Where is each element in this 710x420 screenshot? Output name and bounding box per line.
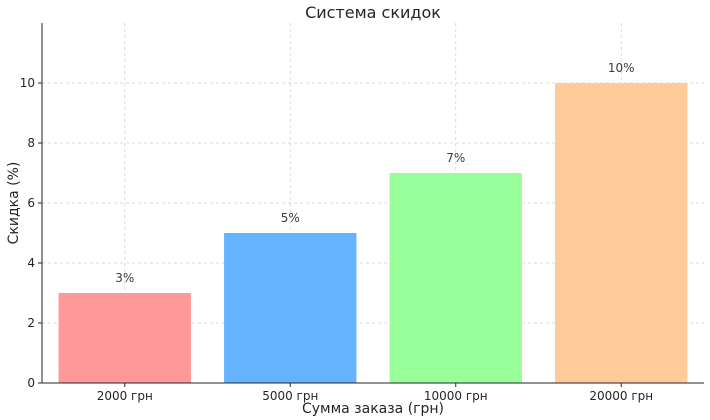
y-tick-label: 0: [27, 376, 35, 390]
bar: [224, 233, 357, 383]
bar: [389, 173, 522, 383]
y-axis-label: Скидка (%): [6, 162, 22, 245]
y-tick-label: 6: [27, 196, 35, 210]
bar: [555, 83, 688, 383]
chart-title: Система скидок: [305, 3, 441, 22]
data-labels: 3% 5% 7% 10%: [115, 61, 634, 285]
x-tick-label: 10000 грн: [424, 389, 488, 403]
bar-value-label: 3%: [115, 271, 134, 285]
bars: [58, 83, 688, 383]
x-axis-label: Сумма заказа (грн): [302, 401, 444, 417]
x-tick-label: 20000 грн: [589, 389, 653, 403]
y-tick-label: 2: [27, 316, 35, 330]
bar-value-label: 5%: [281, 211, 300, 225]
x-tick-label: 2000 грн: [97, 389, 153, 403]
bar-value-label: 10%: [608, 61, 635, 75]
y-ticks: 0 2 4 6 8 10: [20, 76, 42, 390]
y-tick-label: 8: [27, 136, 35, 150]
x-ticks: 2000 грн 5000 грн 10000 грн 20000 грн: [97, 383, 653, 403]
y-tick-label: 10: [20, 76, 35, 90]
bar-value-label: 7%: [446, 151, 465, 165]
x-tick-label: 5000 грн: [262, 389, 318, 403]
y-tick-label: 4: [27, 256, 35, 270]
bar: [58, 293, 191, 383]
